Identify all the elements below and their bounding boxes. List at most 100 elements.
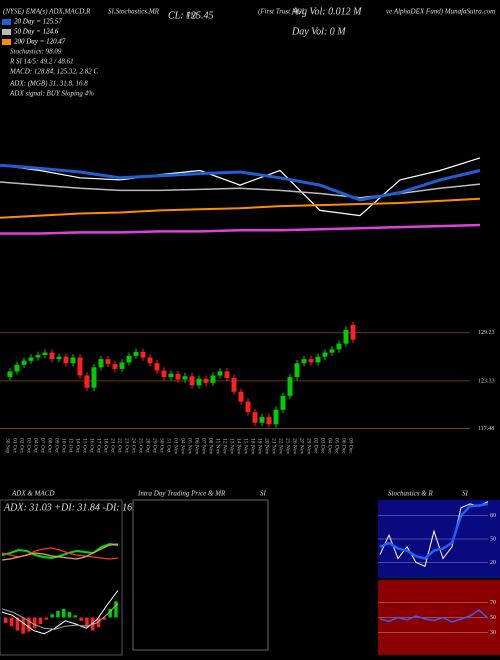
y-tick-label: 30 — [490, 630, 496, 636]
candle-body — [77, 357, 83, 376]
candle-body — [224, 371, 230, 378]
x-tick-label: 30 Oct — [159, 438, 165, 453]
panel-frame — [0, 499, 123, 656]
x-tick-label: 10 Oct — [61, 438, 67, 453]
x-tick-label: 29 Nov — [306, 438, 312, 455]
candle-body — [336, 343, 342, 350]
legend-text: 200 Day = 120.47 — [14, 38, 66, 46]
candle-body — [231, 377, 237, 392]
legend-text: 20 Day = 125.57 — [14, 18, 62, 26]
candle-body — [49, 352, 55, 360]
x-tick-label: 25 Nov — [285, 438, 291, 455]
x-tick-label: 24 Oct — [131, 438, 137, 453]
x-tick-label: 05 Dec — [334, 438, 340, 454]
macd-bar — [56, 611, 60, 618]
candle-body — [161, 370, 167, 378]
x-tick-label: 08 Nov — [208, 438, 214, 455]
candle-body — [133, 351, 139, 356]
candle-body — [315, 356, 321, 363]
panel-title: SI — [260, 490, 267, 498]
x-tick-label: 07 Oct — [40, 438, 46, 453]
macd-bar — [62, 608, 66, 618]
macd-bar — [102, 617, 107, 620]
x-tick-label: 01 Nov — [173, 438, 179, 455]
x-tick-label: 20 Nov — [264, 438, 270, 455]
candle-body — [252, 412, 258, 423]
y-tick-label: 80 — [490, 513, 496, 519]
macd-bar — [96, 617, 101, 628]
macd-bar — [21, 617, 25, 634]
candle-body — [294, 363, 300, 378]
candle-body — [112, 364, 118, 369]
candle-body — [182, 376, 188, 380]
x-tick-label: 29 Oct — [152, 438, 158, 453]
x-tick-label: 02 Dec — [313, 438, 319, 454]
x-tick-label: 04 Nov — [180, 438, 186, 455]
macd-bar — [38, 617, 43, 624]
stoch-line — [379, 501, 489, 567]
x-tick-label: 02 Oct — [19, 438, 25, 453]
candle-body — [42, 352, 48, 356]
x-tick-label: 01 Oct — [12, 438, 18, 453]
candle-body — [28, 357, 34, 361]
macd-bar — [85, 617, 89, 627]
legend-text: ADX: (MGB) 31, 31.8, 16.8 — [9, 80, 88, 88]
candle-body — [84, 375, 90, 388]
x-tick-label: 21 Oct — [110, 438, 116, 453]
panel-title: ADX & MACD — [11, 490, 54, 498]
macd-bar — [27, 617, 31, 632]
candle-body — [56, 356, 62, 360]
candle-body — [196, 378, 202, 386]
candle-body — [238, 391, 244, 402]
x-tick-label: 22 Oct — [117, 438, 123, 453]
candle-body — [343, 329, 349, 344]
legend-swatch — [2, 29, 11, 35]
x-tick-label: 03 Dec — [320, 438, 326, 454]
legend-text: MACD: 128.84, 125.32, 2.82 C — [9, 68, 98, 76]
candle-body — [175, 373, 181, 380]
x-tick-label: 13 Nov — [229, 438, 235, 455]
macd-bar — [4, 617, 8, 623]
macd-bar — [114, 601, 118, 618]
legend-text: ADX signal: BUY Sloping 4% — [9, 90, 94, 98]
candle-body — [105, 359, 111, 365]
candle-body — [63, 356, 69, 364]
x-tick-label: 07 Nov — [201, 438, 207, 455]
x-tick-label: 06 Dec — [341, 438, 347, 454]
y-tick-label: 70 — [490, 600, 496, 606]
y-tick-label: 117.48 — [478, 426, 494, 432]
panel-frame — [132, 499, 269, 651]
candle-body — [245, 401, 251, 413]
x-tick-label: 04 Oct — [33, 438, 39, 453]
header-text: ve AlphaDEX Fund) MunafaSutra.com — [386, 8, 495, 16]
header-text: SI,Stochastics,MR — [108, 8, 160, 16]
candle-body — [147, 357, 153, 364]
macd-bar — [9, 617, 14, 627]
ma-line — [0, 223, 481, 235]
panel-label: ADX: 31.03 +DI: 31.84 -DI: 16.76 — [3, 502, 145, 513]
candle-body — [280, 395, 286, 410]
y-tick-label: 129.23 — [478, 330, 495, 336]
x-tick-label: 15 Oct — [82, 438, 88, 453]
candle-body — [287, 377, 293, 396]
panel-title: SI — [462, 490, 469, 498]
x-tick-label: 22 Nov — [278, 438, 284, 455]
x-tick-label: 14 Nov — [236, 438, 242, 455]
header-text: Day Vol: 0 M — [291, 26, 346, 37]
adx-line — [1, 543, 119, 561]
candle-body — [210, 375, 216, 383]
macd-line — [1, 603, 119, 630]
candle-body — [322, 352, 328, 357]
candle-body — [203, 378, 209, 383]
x-tick-label: 05 Nov — [187, 438, 193, 455]
candle-body — [98, 359, 104, 368]
macd-bar — [44, 617, 49, 620]
y-tick-label: 20 — [490, 560, 496, 566]
candle-body — [189, 376, 195, 386]
candle-body — [70, 357, 76, 364]
candle-body — [308, 359, 314, 363]
macd-bar — [50, 614, 54, 618]
candle-body — [168, 373, 174, 378]
x-tick-label: 26 Nov — [292, 438, 298, 455]
